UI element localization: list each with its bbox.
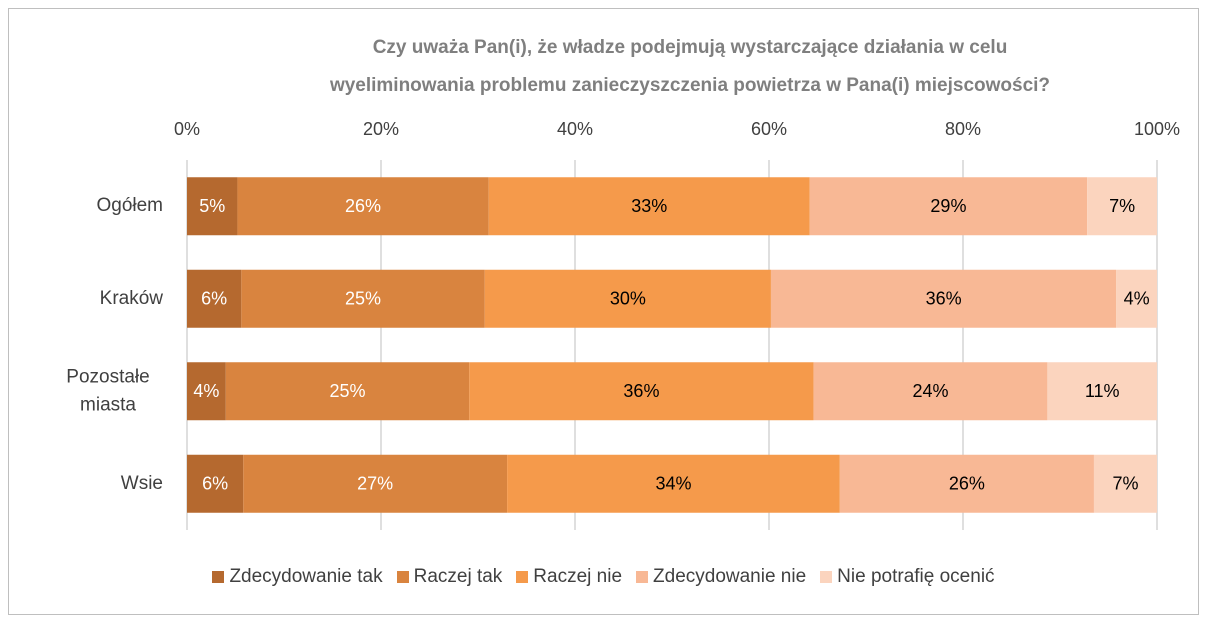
data-label: 4% (1124, 289, 1150, 309)
bar-segment (813, 362, 1048, 421)
bar-segment (1047, 362, 1157, 421)
data-label: 27% (357, 474, 393, 494)
x-tick-label: 60% (751, 119, 787, 139)
bar-segment (241, 269, 485, 328)
data-label: 34% (655, 474, 691, 494)
data-label: 33% (631, 196, 667, 216)
legend-label: Zdecydowanie nie (653, 566, 807, 587)
data-label: 36% (623, 381, 659, 401)
legend-swatch (516, 571, 529, 583)
legend-label: Nie potrafię ocenić (837, 566, 995, 587)
bar-segment (187, 362, 226, 421)
y-tick-text: Kraków (99, 287, 163, 309)
bar-segment (243, 454, 508, 513)
legend-label: Raczej nie (533, 566, 623, 587)
x-tick-label: 80% (945, 119, 981, 139)
bar-segment (809, 177, 1088, 236)
bar-segment (187, 454, 244, 513)
data-label: 4% (193, 381, 219, 401)
legend-item: Raczej tak (396, 566, 503, 588)
data-label: 6% (201, 289, 227, 309)
data-label: 24% (912, 381, 948, 401)
legend-swatch (636, 571, 649, 583)
chart-title: wyeliminowania problemu zanieczyszczenia… (329, 75, 1050, 96)
bar-segment (1087, 177, 1157, 236)
bar-segment (225, 362, 470, 421)
data-label: 25% (330, 381, 366, 401)
legend: Zdecydowanie tak Raczej tak Raczej nie Zdec… (0, 566, 1207, 588)
data-label: 30% (610, 289, 646, 309)
data-label: 11% (1085, 381, 1120, 401)
y-tick-text: Ogółem (96, 195, 163, 217)
data-label: 7% (1109, 196, 1135, 216)
chart-border (8, 8, 1199, 615)
bar-segment (187, 177, 238, 236)
bar-segment (507, 454, 840, 513)
data-label: 5% (199, 196, 225, 216)
y-tick-label: Pozostałe miasta (13, 364, 163, 419)
x-tick-label: 40% (557, 119, 593, 139)
bar-segment (1116, 269, 1157, 328)
data-label: 7% (1112, 474, 1138, 494)
bar-segment (237, 177, 489, 236)
legend-label: Raczej tak (413, 566, 503, 587)
y-tick-label: Kraków (13, 285, 163, 313)
data-label: 26% (949, 474, 985, 494)
bar-segment (484, 269, 771, 328)
data-label: 26% (345, 196, 381, 216)
legend-item: Raczej nie (516, 566, 622, 588)
bar-segment (770, 269, 1117, 328)
bar-segment (187, 269, 242, 328)
legend-item: Zdecydowanie tak (212, 566, 383, 588)
data-label: 6% (202, 474, 228, 494)
bar-segment (469, 362, 814, 421)
x-tick-label: 20% (363, 119, 399, 139)
data-label: 36% (926, 289, 962, 309)
bar-segment (488, 177, 810, 236)
legend-item: Zdecydowanie nie (636, 566, 806, 588)
x-tick-label: 0% (174, 119, 200, 139)
legend-swatch (396, 571, 409, 583)
legend-swatch (212, 571, 225, 583)
legend-item: Nie potrafię ocenić (820, 566, 995, 588)
bar-segment (1093, 454, 1157, 513)
legend-swatch (820, 571, 833, 583)
y-tick-label: Ogółem (13, 192, 163, 220)
data-label: 25% (345, 289, 381, 309)
bar-segment (839, 454, 1094, 513)
y-tick-text: Pozostałe miasta (66, 366, 150, 416)
x-tick-label: 100% (1134, 119, 1180, 139)
legend-label: Zdecydowanie tak (229, 566, 383, 587)
y-tick-text: Wsie (120, 472, 163, 494)
chart-title: Czy uważa Pan(i), że władze podejmują wy… (373, 37, 1008, 58)
data-label: 29% (930, 196, 966, 216)
y-tick-label: Wsie (13, 470, 163, 498)
